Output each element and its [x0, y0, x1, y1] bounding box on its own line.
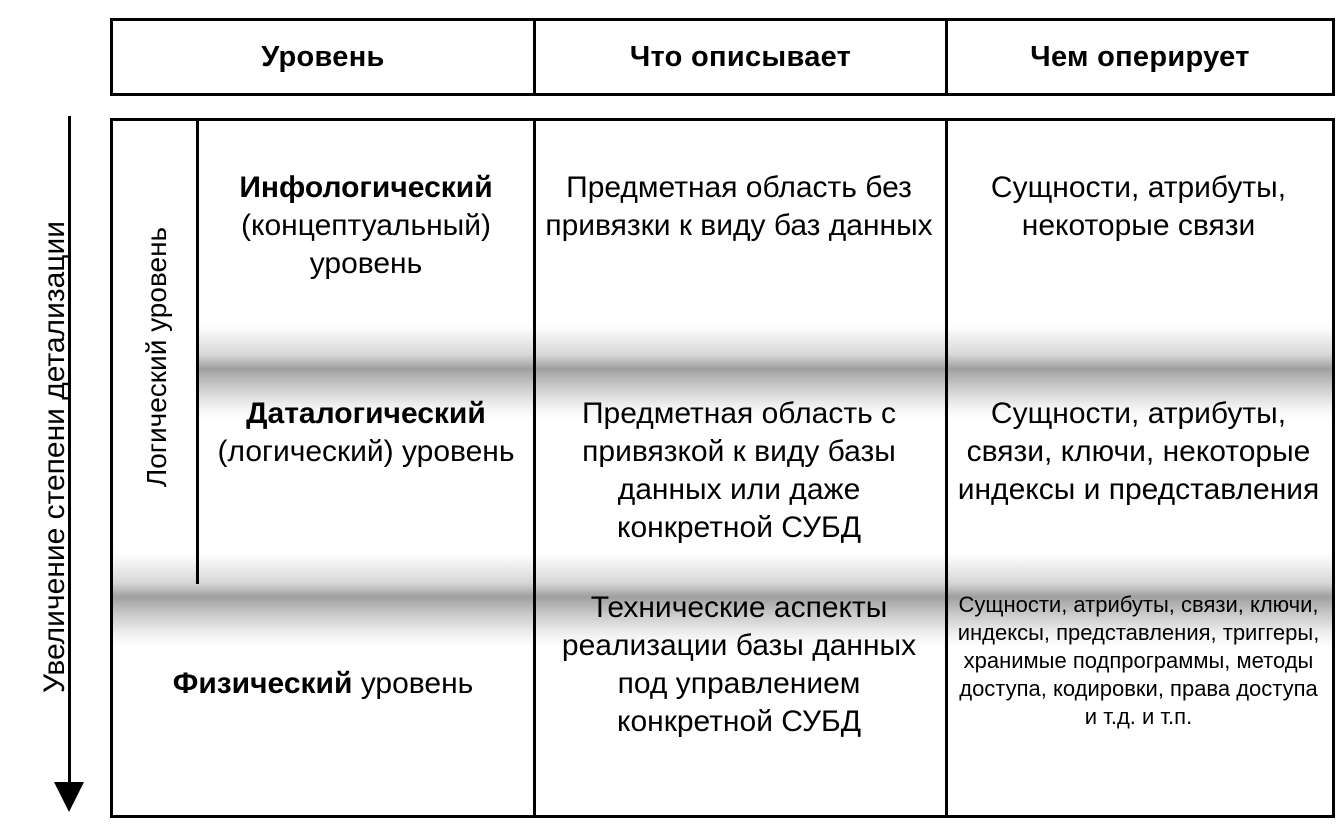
column-divider-a — [533, 121, 536, 815]
arrow-down-icon — [54, 782, 84, 812]
column-divider-group — [196, 121, 199, 584]
table-row: Физический уровень Технические аспекты р… — [113, 589, 1332, 741]
table-body: Логический уровень Инфологический (конце… — [110, 118, 1335, 818]
cell-level: Физический уровень — [113, 589, 533, 741]
header-cell-level: Уровень — [113, 21, 536, 93]
column-divider-b — [945, 121, 948, 815]
cell-operates: Сущности, атрибуты, связи, ключи, индекс… — [957, 592, 1320, 729]
header-cell-operates: Чем оперирует — [1030, 40, 1250, 73]
cell-level-bold: Даталогический — [246, 397, 486, 430]
table-row: Инфологический (концептуальный) уровень … — [113, 169, 1332, 283]
cell-describes: Технические аспекты реализации базы данн… — [561, 591, 917, 738]
cell-level-rest: уровень — [360, 667, 474, 700]
cell-operates: Сущности, атрибуты, связи, ключи, некото… — [957, 397, 1320, 506]
axis-caption: Увеличение степени детализации — [38, 221, 71, 693]
detail-level-axis: Увеличение степени детализации — [0, 110, 100, 820]
header-cell-describes: Что описывает — [536, 21, 948, 93]
cell-level: Инфологический (концептуальный) уровень — [199, 169, 533, 283]
side-group-label-logical: Логический уровень — [141, 226, 172, 488]
table-row: Даталогический (логический) уровень Пред… — [113, 395, 1332, 547]
cell-level-bold: Инфологический — [239, 171, 493, 204]
cell-level-rest: (концептуальный) уровень — [241, 209, 491, 280]
cell-level-rest: (логический) уровень — [217, 435, 515, 468]
cell-describes: Предметная область без привязки к виду б… — [545, 171, 933, 242]
cell-operates: Сущности, атрибуты, некоторые связи — [990, 171, 1287, 242]
table-header: Уровень Что описывает Чем оперирует — [110, 18, 1335, 96]
cell-describes: Предметная область с привязкой к виду ба… — [581, 397, 897, 544]
cell-level-bold: Физический — [172, 667, 353, 700]
axis-line — [68, 116, 71, 796]
cell-level: Даталогический (логический) уровень — [199, 395, 533, 547]
